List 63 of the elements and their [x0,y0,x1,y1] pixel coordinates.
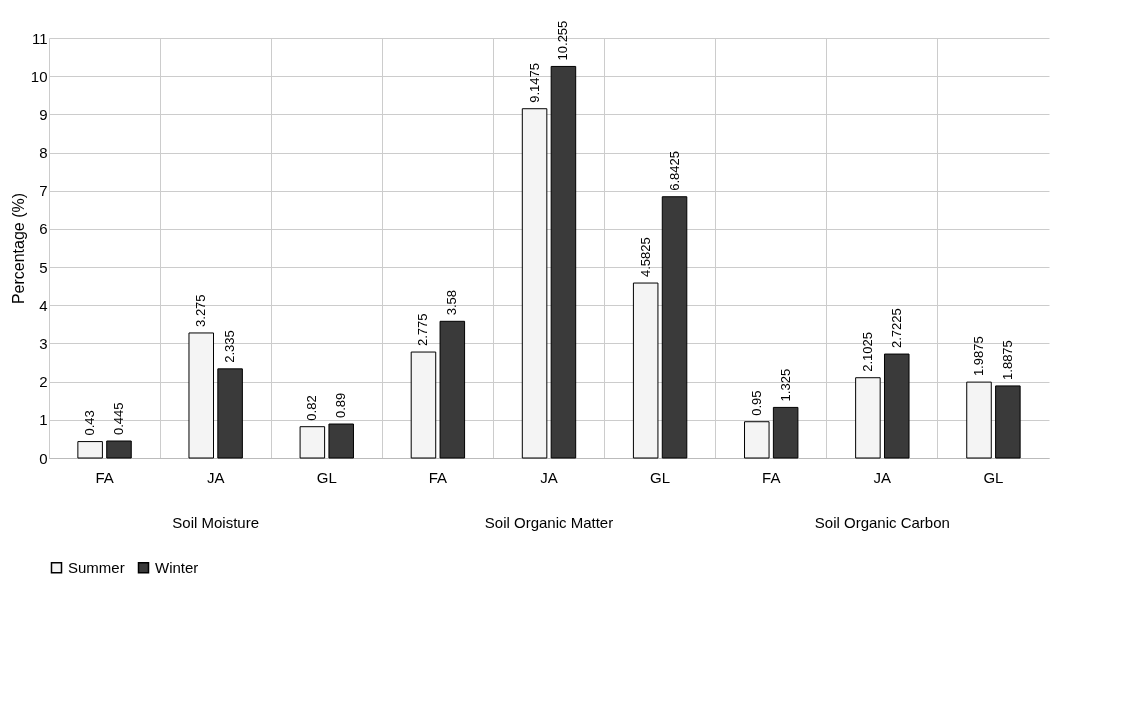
y-tick-label: 6 [39,220,48,238]
x-tick-label: FA [428,468,448,486]
legend-label: Summer [68,558,125,576]
bar [328,423,354,459]
bar [299,426,326,459]
data-label: 2.1025 [859,331,875,372]
data-label: 0.43 [82,410,98,436]
y-tick-label: 4 [39,296,48,314]
bar [188,332,214,459]
y-tick-label: 7 [39,182,48,200]
text: Soil Organic Matter [484,514,614,531]
x-tick-label: JA [540,468,558,486]
data-label: 0.89 [333,392,349,419]
y-tick-label: 1 [39,411,48,429]
data-label: 3.275 [193,294,209,327]
data-label: 0.445 [110,402,126,436]
x-tick-label: GL [316,468,337,486]
data-label: 1.9875 [971,336,987,377]
bar [995,385,1021,459]
x-tick-label: JA [873,468,892,486]
y-tick-label: 8 [39,144,48,162]
bar [966,381,992,459]
y-tick-label: 3 [39,334,48,352]
bar [855,377,881,459]
text: Soil Moisture [172,514,260,531]
data-label: 6.8425 [666,150,682,191]
bar [661,196,688,459]
bar [772,406,799,459]
bar [884,353,910,459]
text: Soil Organic Carbon [814,514,950,531]
data-label: 4.5825 [637,237,653,278]
data-label: 0.95 [748,390,764,416]
bar [410,351,437,459]
bar [744,421,770,459]
bar [106,440,132,459]
data-label: 0.82 [304,395,320,421]
x-tick-label: FA [762,468,781,486]
y-tick-label: 11 [31,29,48,47]
data-label: 3.58 [444,290,460,316]
x-tick-label: JA [206,468,225,486]
x-tick-label: GL [650,468,671,486]
y-axis-title: Percentage (%) [9,192,27,305]
x-tick-label: GL [983,468,1004,486]
y-tick-label: 5 [39,258,48,276]
data-label: 9.1475 [526,62,542,103]
legend-label: Winter [155,558,199,576]
bar [521,108,548,459]
y-tick-label: 0 [39,449,48,467]
data-label: 2.7225 [888,308,904,349]
bar [77,441,103,459]
y-tick-label: 9 [39,105,48,123]
data-label: 1.325 [777,368,793,402]
x-tick-label: FA [95,468,114,486]
bar [439,320,466,459]
data-label: 2.775 [415,313,431,347]
data-label: 1.8875 [999,340,1015,380]
data-label: 10.255 [555,20,571,61]
y-tick-label: 10 [30,67,48,85]
data-label: 2.335 [222,330,238,363]
bar [217,368,243,459]
y-tick-label: 2 [39,373,48,391]
bar [632,282,659,459]
bar [550,65,577,459]
